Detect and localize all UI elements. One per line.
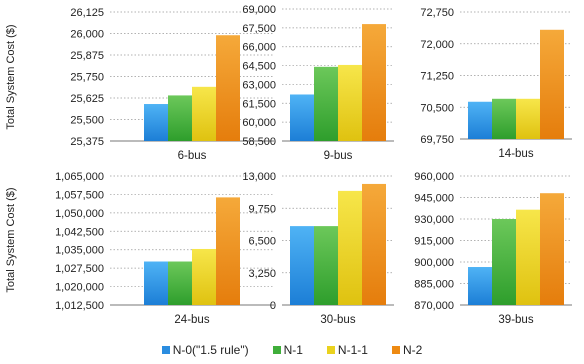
y-tick-label: 6,500 [248,236,276,248]
y-tick-label: 960,000 [414,171,454,183]
legend-label-n11: N-1-1 [337,343,368,357]
x-category-label: 39-bus [498,314,533,326]
chart-panel-24-bus: 1,065,000 1,057,500 1,050,000 1,042,500 1,03… [5,171,274,326]
bar-n-2 [216,35,240,141]
y-tick-label: 63,000 [242,79,276,91]
x-category-label: 6-bus [178,150,207,162]
y-tick-label: 1,050,000 [55,208,104,220]
bar-n-2 [362,24,386,141]
y-tick-label: 67,500 [242,23,276,35]
y-tick-label: 69,000 [242,4,276,16]
chart-panel-9-bus: 69,000 67,500 66,000 64,500 63,000 61,500 60,0… [242,4,394,162]
bar-n-1-1 [338,190,362,305]
bar-n-0-1-5-rule- [144,261,168,305]
legend-swatch-n0 [161,346,170,354]
y-tick-label: 58,500 [242,136,276,148]
legend-item-n1: N-1 [272,343,303,357]
y-axis-title: Total System Cost ($) [5,187,17,292]
bar-n-1-1 [338,64,362,141]
bar-n-0-1-5-rule- [468,267,492,305]
bar-n-0-1-5-rule- [290,94,314,141]
y-tick-label: 1,020,000 [55,282,104,294]
y-tick-label: 3,250 [248,268,276,280]
bar-n-1-1 [516,98,540,139]
x-category-label: 9-bus [324,150,353,162]
y-tick-label: 71,250 [420,71,454,83]
bar-n-1 [314,226,338,305]
bar-n-1 [168,261,192,305]
bar-n-1 [168,95,192,141]
legend-item-n11: N-1-1 [326,343,368,357]
y-tick-label: 25,625 [70,93,104,105]
bar-n-0-1-5-rule- [144,104,168,141]
legend-label-n1: N-1 [283,343,303,357]
legend-swatch-n11 [326,346,335,354]
y-tick-label: 13,000 [242,171,276,183]
y-axis-title: Total System Cost ($) [5,24,17,129]
y-tick-label: 1,057,500 [55,189,104,201]
y-tick-label: 870,000 [414,300,454,312]
y-tick-label: 930,000 [414,214,454,226]
y-tick-label: 60,000 [242,117,276,129]
x-category-label: 14-bus [498,148,533,160]
bar-n-1-1 [516,209,540,305]
y-tick-label: 61,500 [242,98,276,110]
y-tick-label: 25,375 [70,136,104,148]
y-tick-label: 900,000 [414,257,454,269]
y-tick-label: 9,750 [248,203,276,215]
y-tick-label: 915,000 [414,236,454,248]
legend-item-n0: N-0("1.5 rule") [161,343,249,357]
y-tick-label: 1,035,000 [55,245,104,257]
bar-n-1 [492,219,516,305]
bar-n-2 [362,183,386,305]
y-tick-label: 1,027,500 [55,263,104,275]
chart-panel-39-bus: 960,000 945,000 930,000 915,000 900,000 885,0… [414,171,572,326]
y-tick-label: 66,000 [242,42,276,54]
bar-n-2 [540,193,564,305]
y-tick-label: 885,000 [414,279,454,291]
y-tick-label: 1,065,000 [55,171,104,183]
chart-panel-6-bus: 26,125 26,000 25,875 25,750 25,625 25,500 25,3… [5,7,274,162]
y-tick-label: 25,875 [70,50,104,62]
legend-swatch-n1 [272,346,281,354]
y-tick-label: 945,000 [414,193,454,205]
legend-item-n2: N-2 [391,343,423,357]
y-tick-label: 26,125 [70,7,104,19]
bar-n-2 [540,29,564,140]
legend: N-0("1.5 rule") N-1 N-1-1 N-2 [0,340,584,360]
bar-n-1 [314,66,338,141]
bar-n-1-1 [192,248,216,305]
chart-panel-14-bus: 72,750 72,000 71,250 70,500 69,750 14-bus [420,7,572,160]
y-tick-label: 72,750 [420,7,454,19]
legend-swatch-n2 [391,346,400,354]
legend-label-n2: N-2 [402,343,423,357]
y-tick-label: 25,750 [70,72,104,84]
y-tick-label: 1,012,500 [55,300,104,312]
y-tick-label: 69,750 [420,134,454,146]
y-tick-label: 0 [270,300,276,312]
y-tick-label: 25,500 [70,115,104,127]
bar-n-0-1-5-rule- [290,226,314,305]
bar-n-2 [216,197,240,305]
legend-label-n0: N-0("1.5 rule") [172,343,249,357]
x-category-label: 24-bus [174,314,209,326]
y-tick-label: 26,000 [70,29,104,41]
chart-panel-30-bus: 13,000 9,750 6,500 3,250 0 30-bus [242,171,394,326]
x-category-label: 30-bus [320,314,355,326]
y-tick-label: 1,042,500 [55,226,104,238]
bar-n-0-1-5-rule- [468,101,492,139]
y-tick-label: 72,000 [420,39,454,51]
bar-n-1-1 [192,86,216,141]
y-tick-label: 64,500 [242,61,276,73]
y-tick-label: 70,500 [420,102,454,114]
bar-n-1 [492,98,516,139]
